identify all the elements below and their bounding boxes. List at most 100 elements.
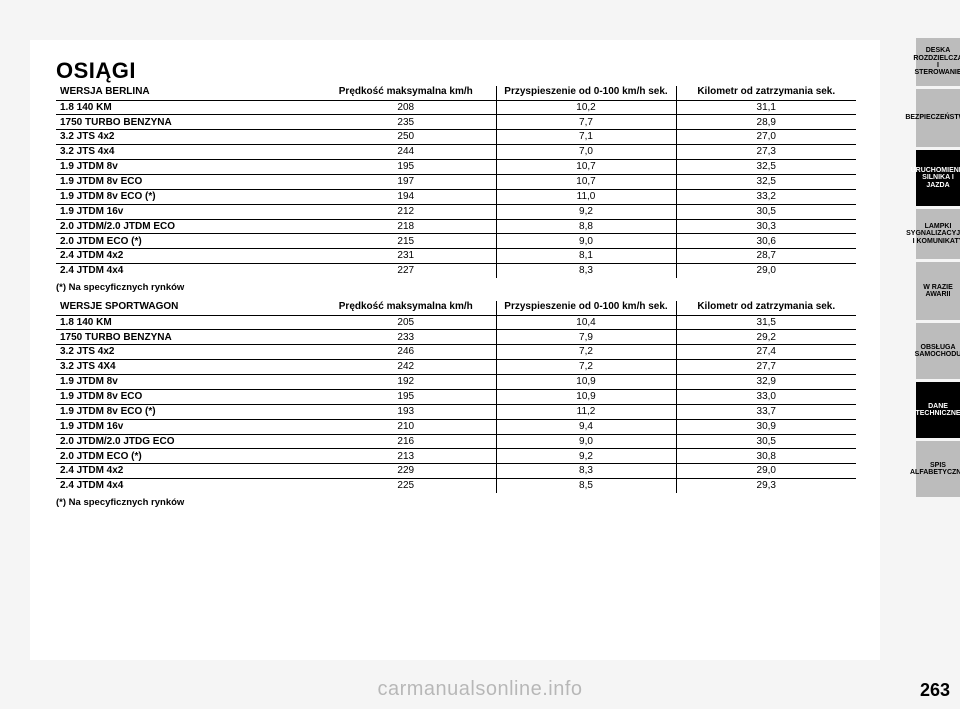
table-row: 1.9 JTDM 8v ECO (*)19411,033,2 <box>56 189 856 204</box>
value-cell: 229 <box>316 464 496 479</box>
value-cell: 7,9 <box>496 330 676 345</box>
value-cell: 205 <box>316 315 496 330</box>
model-cell: 2.0 JTDM/2.0 JTDG ECO <box>56 434 316 449</box>
value-cell: 10,9 <box>496 389 676 404</box>
side-tab[interactable]: DESKA ROZDZIELCZA I STEROWANIE <box>916 38 960 86</box>
page-number: 263 <box>916 680 954 701</box>
watermark: carmanualsonline.info <box>0 678 960 701</box>
value-cell: 218 <box>316 219 496 234</box>
value-cell: 27,0 <box>676 130 856 145</box>
side-tab[interactable]: LAMPKI SYGNALIZACYJNE I KOMUNIKATY <box>916 209 960 259</box>
model-cell: 3.2 JTS 4X4 <box>56 360 316 375</box>
value-cell: 7,7 <box>496 115 676 130</box>
side-tab[interactable]: OBSŁUGA SAMOCHODU <box>916 323 960 379</box>
side-tab[interactable]: URUCHOMIENIE SILNIKA I JAZDA <box>916 150 960 206</box>
table-row: 2.4 JTDM 4x42258,529,3 <box>56 479 856 493</box>
table-row: 2.4 JTDM 4x22318,128,7 <box>56 249 856 264</box>
table-row: 1.9 JTDM 8v ECO (*)19311,233,7 <box>56 404 856 419</box>
value-cell: 33,2 <box>676 189 856 204</box>
value-cell: 213 <box>316 449 496 464</box>
tables-container: WERSJA BERLINAPrędkość maksymalna km/hPr… <box>56 86 854 508</box>
value-cell: 31,1 <box>676 100 856 115</box>
value-cell: 227 <box>316 264 496 278</box>
table-row: 1.8 140 KM20810,231,1 <box>56 100 856 115</box>
table-row: 1.9 JTDM 8v ECO19710,732,5 <box>56 174 856 189</box>
model-cell: 1.9 JTDM 8v ECO <box>56 174 316 189</box>
model-cell: 2.4 JTDM 4x4 <box>56 264 316 278</box>
value-cell: 9,0 <box>496 234 676 249</box>
value-cell: 210 <box>316 419 496 434</box>
value-cell: 8,3 <box>496 264 676 278</box>
footnote: (*) Na specyficznych rynków <box>56 282 854 293</box>
model-cell: 2.4 JTDM 4x2 <box>56 464 316 479</box>
page: OSIĄGI WERSJA BERLINAPrędkość maksymalna… <box>30 40 880 660</box>
value-cell: 9,2 <box>496 204 676 219</box>
model-cell: 1.9 JTDM 8v <box>56 160 316 175</box>
model-cell: 2.4 JTDM 4x4 <box>56 479 316 493</box>
value-cell: 27,4 <box>676 345 856 360</box>
table-row: 1750 TURBO BENZYNA2357,728,9 <box>56 115 856 130</box>
value-cell: 208 <box>316 100 496 115</box>
value-cell: 9,2 <box>496 449 676 464</box>
value-cell: 250 <box>316 130 496 145</box>
value-cell: 233 <box>316 330 496 345</box>
value-cell: 216 <box>316 434 496 449</box>
column-header: Prędkość maksymalna km/h <box>316 86 496 100</box>
performance-table: WERSJA BERLINAPrędkość maksymalna km/hPr… <box>56 86 856 278</box>
table-row: 3.2 JTS 4x22467,227,4 <box>56 345 856 360</box>
value-cell: 195 <box>316 389 496 404</box>
value-cell: 7,0 <box>496 145 676 160</box>
page-title: OSIĄGI <box>56 58 854 84</box>
value-cell: 8,5 <box>496 479 676 493</box>
value-cell: 231 <box>316 249 496 264</box>
footnote: (*) Na specyficznych rynków <box>56 497 854 508</box>
side-tab[interactable]: SPIS ALFABETYCZNY <box>916 441 960 497</box>
side-tab[interactable]: BEZPIECZEŃSTWO <box>916 89 960 147</box>
model-cell: 1.9 JTDM 8v ECO <box>56 389 316 404</box>
table-row: 1.9 JTDM 16v2109,430,9 <box>56 419 856 434</box>
value-cell: 8,3 <box>496 464 676 479</box>
table-row: 1.8 140 KM20510,431,5 <box>56 315 856 330</box>
table-row: 3.2 JTS 4x22507,127,0 <box>56 130 856 145</box>
table-row: 2.0 JTDM ECO (*)2159,030,6 <box>56 234 856 249</box>
value-cell: 194 <box>316 189 496 204</box>
value-cell: 30,6 <box>676 234 856 249</box>
model-cell: 1.9 JTDM 8v <box>56 375 316 390</box>
model-cell: 2.0 JTDM ECO (*) <box>56 234 316 249</box>
model-cell: 1.9 JTDM 16v <box>56 204 316 219</box>
value-cell: 246 <box>316 345 496 360</box>
value-cell: 32,9 <box>676 375 856 390</box>
value-cell: 30,5 <box>676 434 856 449</box>
table-row: 2.0 JTDM ECO (*)2139,230,8 <box>56 449 856 464</box>
column-header: Kilometr od zatrzymania sek. <box>676 301 856 315</box>
model-cell: 2.0 JTDM ECO (*) <box>56 449 316 464</box>
value-cell: 7,2 <box>496 345 676 360</box>
side-tabs: DESKA ROZDZIELCZA I STEROWANIEBEZPIECZEŃ… <box>916 38 960 497</box>
value-cell: 7,1 <box>496 130 676 145</box>
value-cell: 9,0 <box>496 434 676 449</box>
table-label: WERSJE SPORTWAGON <box>56 301 316 315</box>
value-cell: 10,7 <box>496 174 676 189</box>
model-cell: 3.2 JTS 4x2 <box>56 345 316 360</box>
value-cell: 29,2 <box>676 330 856 345</box>
side-tab[interactable]: W RAZIE AWARII <box>916 262 960 320</box>
model-cell: 2.0 JTDM/2.0 JTDM ECO <box>56 219 316 234</box>
performance-table: WERSJE SPORTWAGONPrędkość maksymalna km/… <box>56 301 856 493</box>
column-header: Prędkość maksymalna km/h <box>316 301 496 315</box>
table-row: 2.4 JTDM 4x42278,329,0 <box>56 264 856 278</box>
value-cell: 215 <box>316 234 496 249</box>
side-tab[interactable]: DANE TECHNICZNE <box>916 382 960 438</box>
value-cell: 10,4 <box>496 315 676 330</box>
value-cell: 32,5 <box>676 160 856 175</box>
table-row: 2.0 JTDM/2.0 JTDG ECO2169,030,5 <box>56 434 856 449</box>
value-cell: 7,2 <box>496 360 676 375</box>
value-cell: 10,9 <box>496 375 676 390</box>
value-cell: 11,0 <box>496 189 676 204</box>
value-cell: 8,1 <box>496 249 676 264</box>
model-cell: 1.9 JTDM 16v <box>56 419 316 434</box>
value-cell: 193 <box>316 404 496 419</box>
table-row: 1.9 JTDM 8v19510,732,5 <box>56 160 856 175</box>
value-cell: 11,2 <box>496 404 676 419</box>
value-cell: 33,0 <box>676 389 856 404</box>
column-header: Przyspieszenie od 0-100 km/h sek. <box>496 301 676 315</box>
